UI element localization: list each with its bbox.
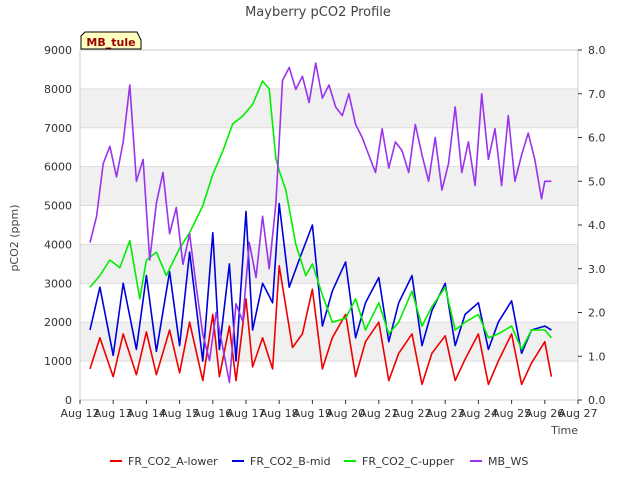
x-tick-label: Aug 16 (193, 407, 232, 420)
series-line-fr-co2-b-mid (89, 202, 552, 362)
x-tick-label: Aug 25 (492, 407, 531, 420)
site-badge-label: MB_tule (86, 36, 135, 49)
x-tick-label: Aug 21 (359, 407, 398, 420)
site-badge: MB_tule (80, 31, 142, 50)
x-tick-label: Aug 13 (94, 407, 133, 420)
x-tick-label: Aug 18 (260, 407, 299, 420)
x-tick-label: Aug 14 (127, 407, 166, 420)
y-axis-label: pCO2 (ppm) (8, 204, 21, 271)
y2-tick-label: 6.0 (588, 132, 606, 145)
y-axis-right: 0.0 1.0 2.0 3.0 4.0 5.0 6.0 7.0 8.0 (578, 44, 606, 407)
legend-label: MB_WS (488, 455, 528, 468)
y-tick-label: 0 (65, 394, 72, 407)
y2-tick-label: 3.0 (588, 263, 606, 276)
y-tick-label: 6000 (44, 161, 72, 174)
y-tick-label: 2000 (44, 316, 72, 329)
x-tick-label: Aug 19 (293, 407, 332, 420)
plot-band (80, 88, 578, 128)
legend-label: FR_CO2_A-lower (128, 455, 218, 468)
x-tick-label: Aug 15 (160, 407, 199, 420)
x-tick-label: Aug 22 (393, 407, 432, 420)
y-tick-label: 8000 (44, 83, 72, 96)
legend-label: FR_CO2_C-upper (362, 455, 455, 468)
legend-label: FR_CO2_B-mid (250, 455, 331, 468)
x-tick-label: Aug 26 (525, 407, 564, 420)
y2-tick-label: 8.0 (588, 44, 606, 57)
y-tick-label: 3000 (44, 277, 72, 290)
y-tick-label: 1000 (44, 355, 72, 368)
plot-band (80, 244, 578, 284)
y2-tick-label: 0.0 (588, 394, 606, 407)
y2-tick-label: 4.0 (588, 219, 606, 232)
series-line-fr-co2-a-lower (89, 264, 553, 386)
y-tick-label: 4000 (44, 238, 72, 251)
site-badge-box (80, 31, 142, 50)
plot-bands (80, 88, 578, 362)
y-tick-label: 5000 (44, 200, 72, 213)
series-line-fr-co2-c-upper (89, 80, 553, 351)
chart-title: Mayberry pCO2 Profile (245, 5, 391, 20)
series-line-mb-ws (89, 62, 552, 384)
x-tick-label: Aug 17 (227, 407, 266, 420)
x-tick-label: Aug 20 (326, 407, 365, 420)
y-tick-label: 7000 (44, 122, 72, 135)
y-tick-label: 9000 (44, 44, 72, 57)
y2-tick-label: 2.0 (588, 307, 606, 320)
x-axis-label: Time (550, 424, 578, 437)
x-tick-label: Aug 27 (559, 407, 598, 420)
y-axis-left: 0 1000 2000 3000 4000 5000 6000 7000 8000 9000 (44, 44, 72, 407)
x-tick-label: Aug 23 (426, 407, 465, 420)
y2-tick-label: 5.0 (588, 175, 606, 188)
legend: FR_CO2_A-lower FR_CO2_B-mid FR_CO2_C-upper… (110, 455, 528, 468)
x-tick-label: Aug 24 (459, 407, 498, 420)
y2-tick-label: 7.0 (588, 88, 606, 101)
series-layer (89, 62, 553, 386)
y2-tick-label: 1.0 (588, 350, 606, 363)
x-tick-label: Aug 12 (61, 407, 100, 420)
